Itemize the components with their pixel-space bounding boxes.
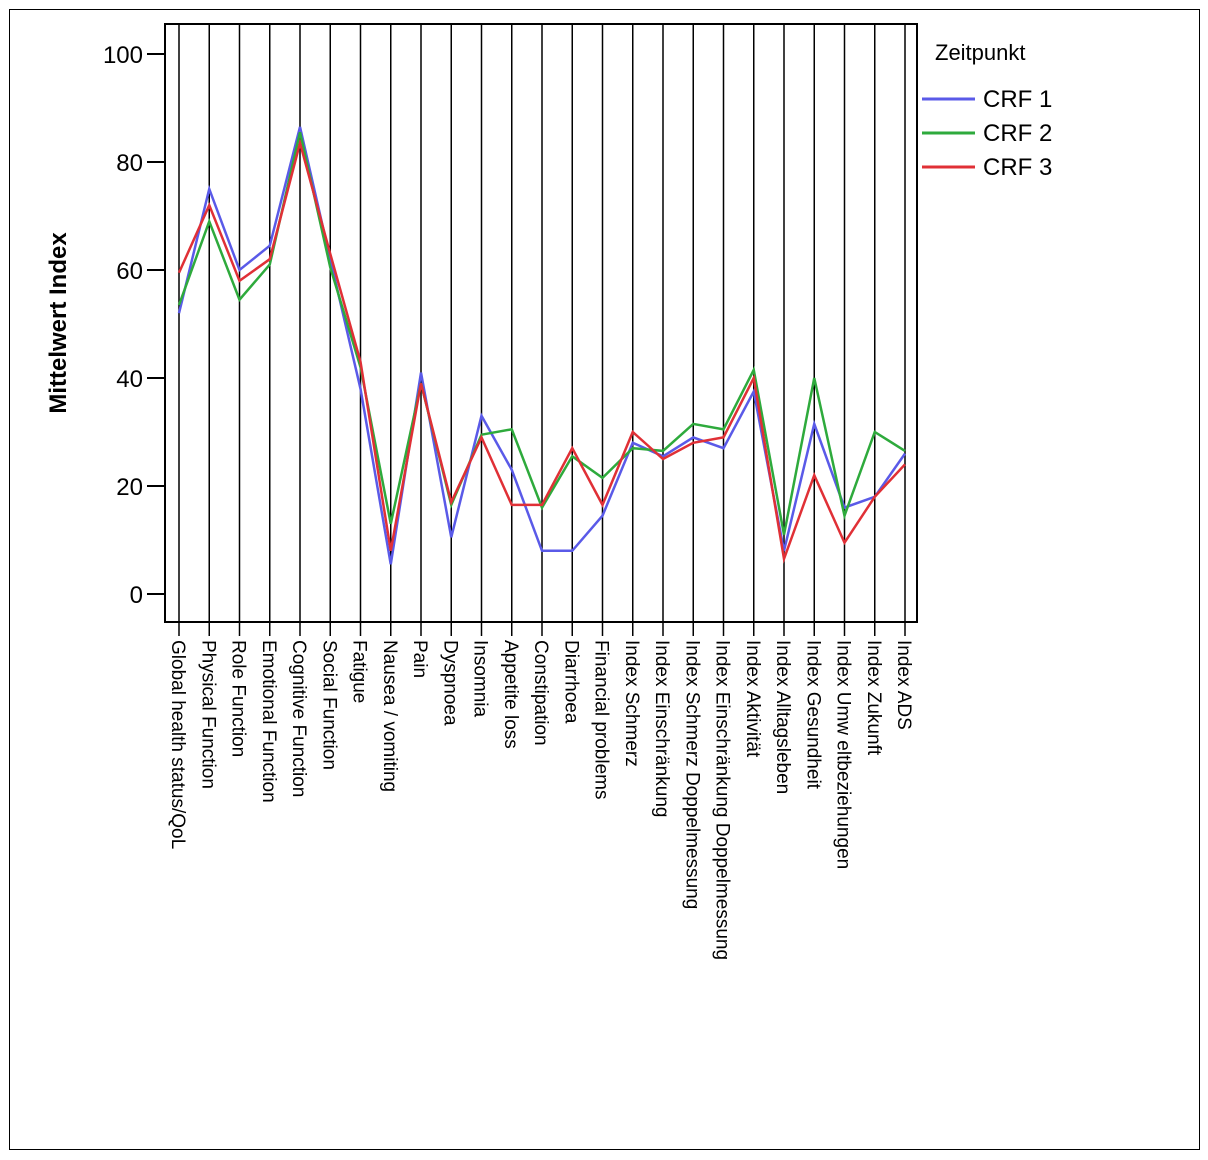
x-tick-label: Index Aktivität xyxy=(742,640,763,758)
y-tick-label: 100 xyxy=(103,42,143,69)
series-line-crf-2 xyxy=(177,132,906,535)
outer-border xyxy=(9,9,1200,1150)
x-tick-label: Index Schmerz Doppelmessung xyxy=(681,640,702,909)
y-tick-label: 80 xyxy=(116,150,143,177)
y-tick-label: 20 xyxy=(116,474,143,501)
x-tick-label: Index Umw eltbeziehungen xyxy=(833,640,854,869)
x-tick-label: Role Function xyxy=(228,640,249,757)
y-tick-label: 60 xyxy=(116,258,143,285)
series-line-crf-1 xyxy=(177,126,907,565)
x-tick-label: Index ADS xyxy=(893,640,914,730)
series-lines xyxy=(177,126,907,565)
x-tick-label: Index Einschränkung xyxy=(651,640,672,817)
x-tick-label: Physical Function xyxy=(197,640,218,789)
x-tick-label: Index Einschränkung Doppelmessung xyxy=(712,640,733,960)
x-tick-label: Index Gesundheit xyxy=(802,640,823,790)
x-tick-label: Index Zukunft xyxy=(863,640,884,756)
x-tick-label: Nausea / vomiting xyxy=(379,640,400,792)
legend-items: CRF 1 CRF 2 CRF 3 xyxy=(922,86,1052,181)
y-axis-label: Mittelwert Index xyxy=(45,232,72,414)
vertical-gridlines xyxy=(178,24,906,622)
x-tick-label: Emotional Function xyxy=(258,640,279,803)
x-tick-label: Constipation xyxy=(530,640,551,746)
legend-label: CRF 2 xyxy=(983,120,1052,147)
x-axis: Global health status/QoL Physical Functio… xyxy=(167,622,914,960)
x-tick-label: Diarrhoea xyxy=(560,640,581,724)
y-tick-label: 40 xyxy=(116,366,143,393)
series-line-crf-3 xyxy=(177,138,906,564)
legend-title: Zeitpunkt xyxy=(935,40,1026,65)
x-tick-label: Insomnia xyxy=(470,640,491,718)
legend-label: CRF 3 xyxy=(983,154,1052,181)
legend-label: CRF 1 xyxy=(983,86,1052,113)
x-tick-label: Index Schmerz xyxy=(621,640,642,767)
legend: Zeitpunkt CRF 1 CRF 2 CRF 3 xyxy=(922,40,1052,181)
x-tick-label: Dyspnoea xyxy=(439,640,460,726)
x-tick-label: Appetite loss xyxy=(500,640,521,749)
x-tick-label: Global health status/QoL xyxy=(167,640,188,849)
plot-box xyxy=(164,23,918,623)
y-axis: 0 20 40 60 80 100 xyxy=(103,42,165,609)
y-tick-label: 0 xyxy=(130,582,143,609)
x-tick-label: Cognitive Function xyxy=(288,640,309,797)
x-tick-label: Pain xyxy=(409,640,430,678)
x-tick-label: Fatigue xyxy=(349,640,370,703)
plot-area: 0 20 40 60 80 100 Global health status/QoL Phy… xyxy=(103,23,918,960)
x-tick-label: Social Function xyxy=(318,640,339,770)
x-tick-label: Financial problems xyxy=(591,640,612,799)
x-tick-label: Index Alltagsleben xyxy=(772,640,793,794)
